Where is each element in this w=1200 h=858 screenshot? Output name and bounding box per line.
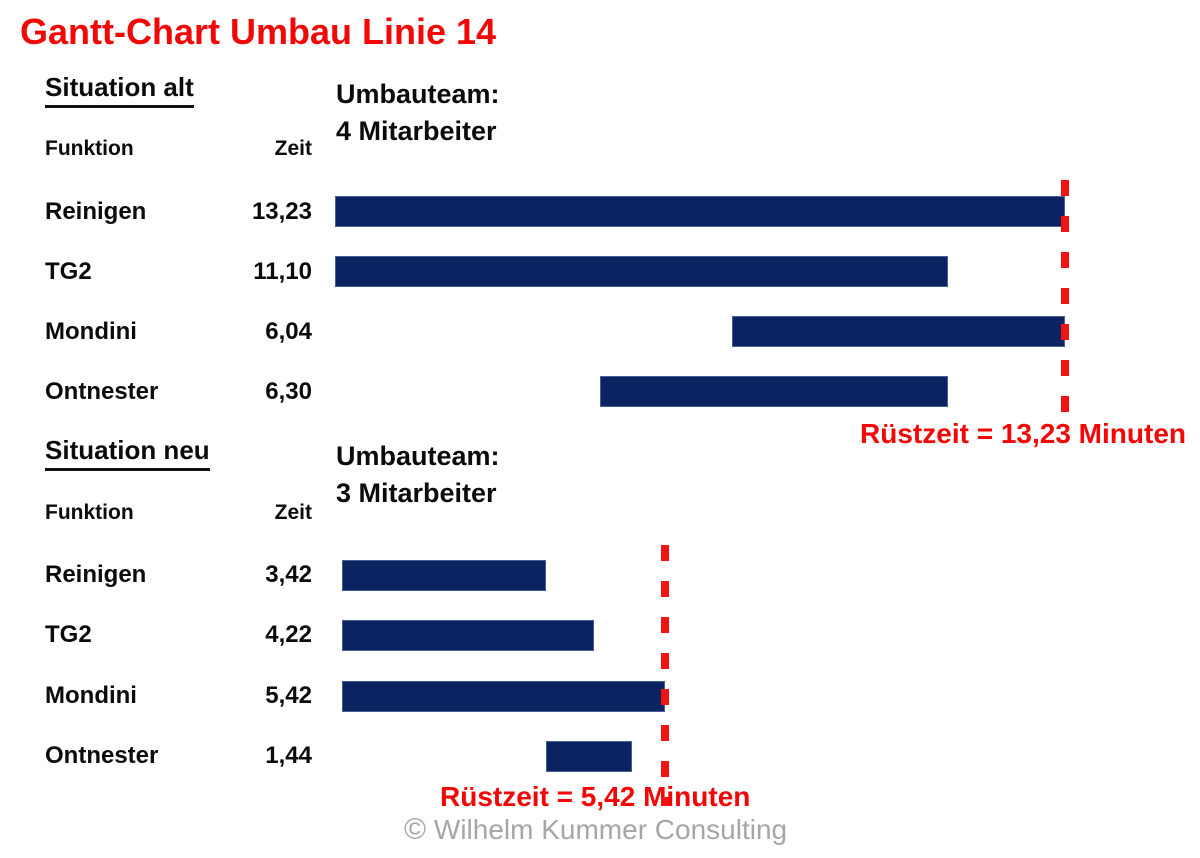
- gantt-bar: [342, 680, 666, 712]
- function-label: TG2: [45, 258, 92, 285]
- time-value: 6,30: [265, 378, 312, 405]
- table-row: Reinigen 13,23: [45, 182, 312, 242]
- table-row: Reinigen 3,42: [45, 545, 312, 605]
- function-label: TG2: [45, 621, 92, 649]
- gantt-bar: [342, 560, 546, 591]
- table-row: Mondini 6,04: [45, 302, 312, 362]
- ruestzeit-annotation-neu: Rüstzeit = 5,42 Minuten: [440, 781, 751, 812]
- team-line1: Umbauteam:: [336, 441, 500, 471]
- function-time-table-neu: Reinigen 3,42 TG2 4,22 Mondini 5,42 Ontn…: [45, 545, 312, 786]
- time-value: 13,23: [251, 198, 312, 225]
- time-value: 11,10: [253, 258, 312, 285]
- function-label: Ontnester: [45, 742, 159, 770]
- team-line1: Umbauteam:: [336, 79, 500, 109]
- table-row: TG2 4,22: [45, 605, 312, 665]
- column-header-zeit: Zeit: [274, 137, 312, 160]
- team-label-alt: Umbauteam: 4 Mitarbeiter: [336, 76, 500, 150]
- team-label-neu: Umbauteam: 3 Mitarbeiter: [336, 438, 500, 512]
- column-headers-neu: Funktion Zeit: [45, 501, 312, 525]
- copyright-icon: ©: [404, 813, 427, 846]
- function-label: Ontnester: [45, 378, 159, 405]
- ruestzeit-marker-line: [1061, 180, 1070, 416]
- section-title-neu: Situation neu: [45, 435, 210, 471]
- page-title: Gantt-Chart Umbau Linie 14: [20, 11, 497, 52]
- ruestzeit-marker-line: [661, 545, 670, 806]
- column-header-funktion: Funktion: [45, 501, 134, 524]
- column-headers-alt: Funktion Zeit: [45, 137, 312, 161]
- time-value: 6,04: [265, 318, 312, 345]
- function-time-table-alt: Reinigen 13,23 TG2 11,10 Mondini 6,04 On…: [45, 182, 312, 422]
- section-title-alt: Situation alt: [45, 72, 194, 108]
- table-row: Mondini 5,42: [45, 666, 312, 726]
- table-row: TG2 11,10: [45, 242, 312, 302]
- gantt-bar: [599, 376, 948, 407]
- gantt-bar: [335, 256, 948, 287]
- function-label: Reinigen: [45, 198, 147, 225]
- column-header-zeit: Zeit: [274, 501, 312, 524]
- gantt-bar: [731, 316, 1066, 347]
- gantt-bar: [335, 196, 1066, 227]
- function-label: Reinigen: [45, 561, 147, 589]
- team-line2: 3 Mitarbeiter: [336, 478, 497, 508]
- function-label: Mondini: [45, 318, 137, 345]
- copyright-footer: © Wilhelm Kummer Consulting: [404, 813, 787, 847]
- time-value: 4,22: [265, 621, 312, 649]
- time-value: 5,42: [265, 681, 312, 709]
- time-value: 1,44: [265, 742, 312, 770]
- ruestzeit-annotation-alt: Rüstzeit = 13,23 Minuten: [860, 418, 1186, 449]
- function-label: Mondini: [45, 681, 137, 709]
- time-value: 3,42: [265, 561, 312, 589]
- column-header-funktion: Funktion: [45, 137, 134, 160]
- table-row: Ontnester 1,44: [45, 726, 312, 786]
- copyright-text: Wilhelm Kummer Consulting: [433, 814, 788, 845]
- gantt-bar: [545, 740, 632, 772]
- table-row: Ontnester 6,30: [45, 362, 312, 422]
- team-line2: 4 Mitarbeiter: [336, 116, 497, 146]
- gantt-bar: [342, 620, 594, 652]
